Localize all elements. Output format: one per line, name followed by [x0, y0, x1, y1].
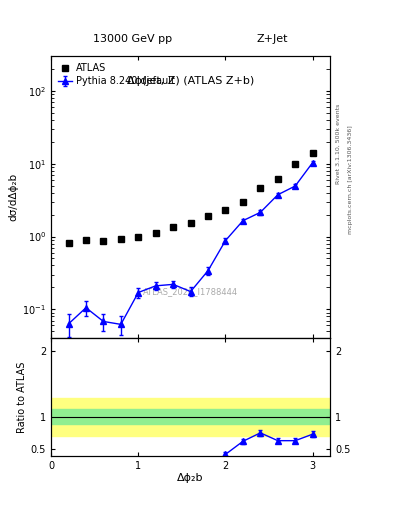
- ATLAS: [153, 230, 158, 236]
- Bar: [51, 409, 330, 424]
- Text: ATLAS_2020_I1788444: ATLAS_2020_I1788444: [143, 287, 238, 296]
- ATLAS: [275, 176, 280, 182]
- ATLAS: [119, 236, 123, 242]
- ATLAS: [171, 224, 176, 230]
- X-axis label: Δϕ₂b: Δϕ₂b: [177, 473, 204, 483]
- Legend: ATLAS, Pythia 8.240 default: ATLAS, Pythia 8.240 default: [56, 61, 177, 88]
- ATLAS: [206, 213, 210, 219]
- Text: Δϕ(jet, Z) (ATLAS Z+b): Δϕ(jet, Z) (ATLAS Z+b): [127, 76, 254, 86]
- ATLAS: [241, 199, 245, 205]
- ATLAS: [310, 150, 315, 156]
- ATLAS: [258, 185, 263, 191]
- ATLAS: [136, 233, 141, 240]
- Text: mcplots.cern.ch [arXiv:1306.3436]: mcplots.cern.ch [arXiv:1306.3436]: [348, 125, 353, 233]
- ATLAS: [293, 161, 298, 167]
- ATLAS: [101, 238, 106, 244]
- Text: Z+Jet: Z+Jet: [257, 33, 288, 44]
- Text: Rivet 3.1.10, 500k events: Rivet 3.1.10, 500k events: [336, 103, 341, 183]
- Y-axis label: Ratio to ATLAS: Ratio to ATLAS: [17, 361, 27, 433]
- ATLAS: [84, 237, 88, 243]
- Text: 13000 GeV pp: 13000 GeV pp: [93, 33, 172, 44]
- ATLAS: [188, 220, 193, 226]
- Y-axis label: dσ/dΔϕ₂b: dσ/dΔϕ₂b: [8, 173, 18, 221]
- Bar: [51, 398, 330, 436]
- ATLAS: [66, 240, 71, 246]
- ATLAS: [223, 206, 228, 212]
- Line: ATLAS: ATLAS: [65, 150, 316, 246]
